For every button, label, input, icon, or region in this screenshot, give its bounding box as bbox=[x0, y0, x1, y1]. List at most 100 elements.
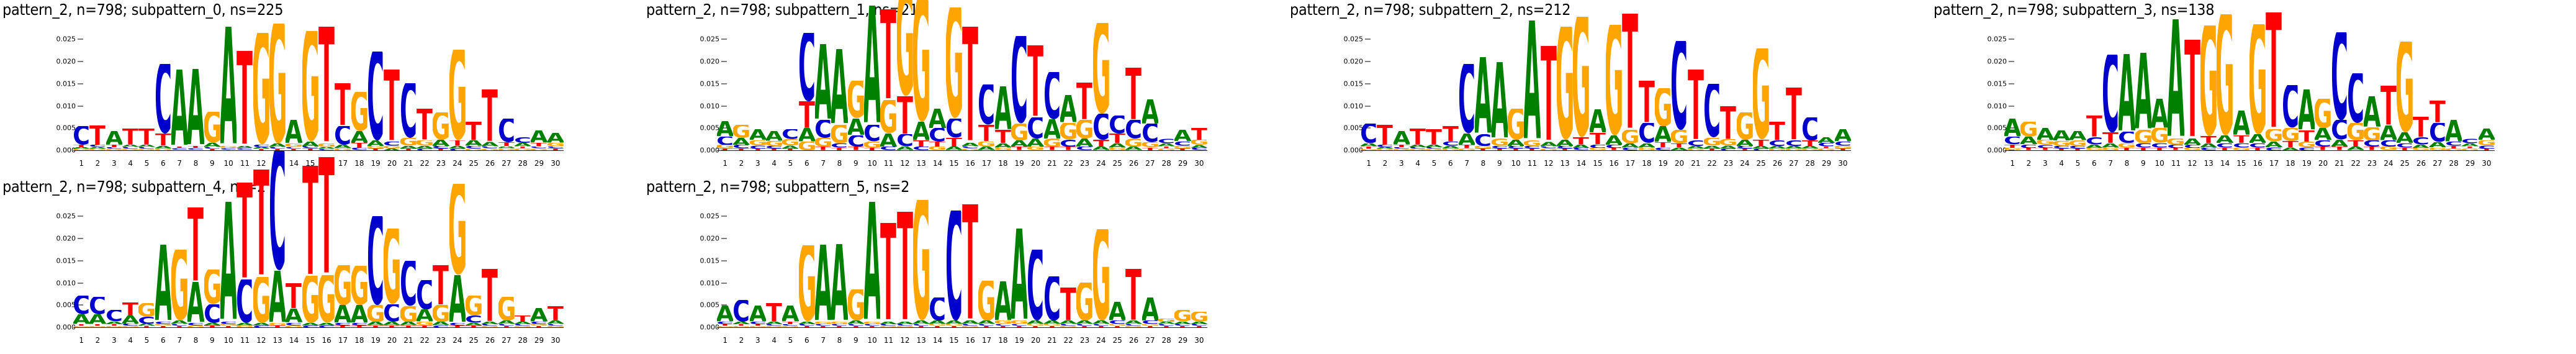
x-tick-label: 6 bbox=[804, 336, 809, 345]
logo-stack: TGAC bbox=[302, 166, 318, 327]
x-tick-label: 16 bbox=[322, 159, 331, 168]
logo-letter-T: T bbox=[815, 325, 832, 327]
logo-letter-G: G bbox=[1125, 138, 1142, 147]
logo-letter-C: C bbox=[2462, 138, 2479, 143]
logo-letter-C: C bbox=[1540, 146, 1557, 149]
logo-letter-T: T bbox=[171, 146, 188, 148]
logo-letter-C: C bbox=[1802, 117, 1819, 141]
logo-letter-A: A bbox=[1590, 109, 1606, 133]
x-tick-label: 2 bbox=[95, 159, 101, 168]
logo-letter-T: T bbox=[1109, 325, 1126, 327]
logo-stack: GACT bbox=[733, 125, 749, 150]
logo-panel: pattern_2, n=798; subpattern_3, ns=138 0.… bbox=[1931, 0, 2575, 177]
logo-panel: pattern_2, n=798; subpattern_5, ns=2 0.02… bbox=[644, 177, 1287, 354]
logo-letter-T: T bbox=[1027, 325, 1044, 327]
logo-letter-A: A bbox=[733, 322, 749, 324]
logo-letter-A: A bbox=[2299, 89, 2315, 130]
x-tick-label: 30 bbox=[1194, 159, 1204, 168]
logo-stack: CGAT bbox=[1704, 84, 1720, 150]
panel-title: pattern_2, n=798; subpattern_1, ns=219 bbox=[646, 1, 927, 19]
logo-stack: CATG bbox=[733, 300, 749, 327]
logo-letter-A: A bbox=[880, 322, 896, 324]
logo-letter-A: A bbox=[269, 271, 286, 323]
x-tick-label: 27 bbox=[1145, 336, 1155, 345]
logo-letter-T: T bbox=[815, 147, 832, 150]
logo-stack: GCAT bbox=[204, 270, 220, 327]
x-tick-label: 28 bbox=[1161, 336, 1171, 345]
logo-stack: ATCG bbox=[1394, 131, 1410, 150]
logo-letter-A: A bbox=[2119, 54, 2135, 132]
logo-letter-T: T bbox=[1557, 148, 1574, 150]
logo-letter-A: A bbox=[1027, 320, 1043, 324]
logo-letter-A: A bbox=[1459, 134, 1475, 145]
logo-letter-G: G bbox=[766, 326, 782, 327]
logo-letter-T: T bbox=[1524, 148, 1541, 150]
y-tick-label: 0.020 bbox=[56, 234, 76, 243]
logo-stack: ATCG bbox=[171, 70, 187, 150]
logo-letter-G: G bbox=[2397, 42, 2413, 132]
logo-letter-T: T bbox=[73, 324, 90, 326]
panel-title: pattern_2, n=798; subpattern_4, ns=2 bbox=[2, 178, 266, 196]
logo-stack: AGCT bbox=[2151, 99, 2168, 150]
x-tick-label: 21 bbox=[1047, 159, 1057, 168]
logo-letter-C: C bbox=[531, 146, 547, 149]
y-tick-label: 0.015 bbox=[56, 79, 76, 88]
logo-letter-A: A bbox=[733, 138, 749, 145]
logo-letter-G: G bbox=[547, 326, 564, 327]
logo-stack: ACGT bbox=[1835, 129, 1851, 150]
logo-stack: GACT bbox=[1158, 319, 1174, 327]
logo-stack: CATG bbox=[1361, 124, 1377, 150]
logo-letter-T: T bbox=[782, 148, 799, 150]
logo-letter-G: G bbox=[2233, 148, 2249, 150]
logo-stack: ACTG bbox=[717, 306, 733, 327]
x-axis-line bbox=[73, 150, 564, 151]
logo-letter-C: C bbox=[1060, 324, 1077, 326]
logo-stack: CATG bbox=[73, 296, 89, 327]
x-tick-label: 8 bbox=[2124, 159, 2130, 168]
logo-letter-A: A bbox=[2413, 145, 2429, 148]
logo-letter-G: G bbox=[1459, 148, 1475, 150]
logo-stack: ACGT bbox=[2119, 54, 2135, 150]
logo-letter-C: C bbox=[1109, 320, 1126, 325]
x-tick-label: 18 bbox=[354, 159, 364, 168]
logo-letter-T: T bbox=[2102, 132, 2119, 143]
logo-stack: AGCT bbox=[2364, 96, 2380, 150]
logo-letter-T: T bbox=[749, 148, 766, 150]
logo-stack: GTAC bbox=[2200, 25, 2217, 150]
logo-letter-T: T bbox=[253, 148, 269, 150]
y-tick-label: 0.000 bbox=[700, 323, 720, 332]
logo-stack: GACT bbox=[2020, 122, 2037, 150]
logo-stack: ACTG bbox=[750, 306, 766, 327]
logo-stack: ATCG bbox=[187, 69, 204, 150]
y-tick-label: 0.005 bbox=[56, 301, 76, 309]
logo-letter-T: T bbox=[831, 147, 848, 150]
x-tick-label: 26 bbox=[1772, 159, 1783, 168]
logo-letter-C: C bbox=[782, 129, 799, 140]
logo-stack: AGCT bbox=[831, 49, 847, 150]
x-tick-label: 20 bbox=[387, 336, 397, 345]
logo-letter-C: C bbox=[1011, 324, 1028, 326]
x-axis: 1 2 3 4 5 6 7 8 9 10 11 12 13 14 15 16 17 18 19 20 21 22 23 24 2… bbox=[2004, 152, 2495, 168]
logo-letter-C: C bbox=[449, 148, 466, 150]
logo-letter-A: A bbox=[482, 142, 498, 146]
logo-letter-T: T bbox=[1174, 325, 1191, 327]
logo-letter-G: G bbox=[2069, 140, 2086, 146]
logo-letter-C: C bbox=[2217, 143, 2233, 148]
logo-letter-T: T bbox=[106, 144, 122, 148]
logo-letter-T: T bbox=[367, 148, 384, 150]
logo-letter-G: G bbox=[482, 148, 498, 150]
logo-stack: ATAG bbox=[995, 86, 1011, 150]
logo-letter-G: G bbox=[417, 140, 433, 146]
logo-stack: TCAG bbox=[1786, 88, 1802, 150]
logo-stack: TGAC bbox=[1622, 14, 1638, 150]
logo-letter-T: T bbox=[236, 51, 253, 146]
logo-letter-C: C bbox=[482, 146, 498, 149]
x-tick-label: 23 bbox=[1079, 159, 1090, 168]
x-tick-label: 25 bbox=[1112, 159, 1122, 168]
logo-letter-A: A bbox=[2233, 111, 2249, 135]
logo-letter-G: G bbox=[1044, 138, 1060, 147]
x-tick-label: 5 bbox=[788, 336, 793, 345]
logo-letter-T: T bbox=[2135, 147, 2151, 150]
logo-letter-A: A bbox=[2446, 120, 2462, 141]
logo-letter-G: G bbox=[433, 305, 449, 322]
